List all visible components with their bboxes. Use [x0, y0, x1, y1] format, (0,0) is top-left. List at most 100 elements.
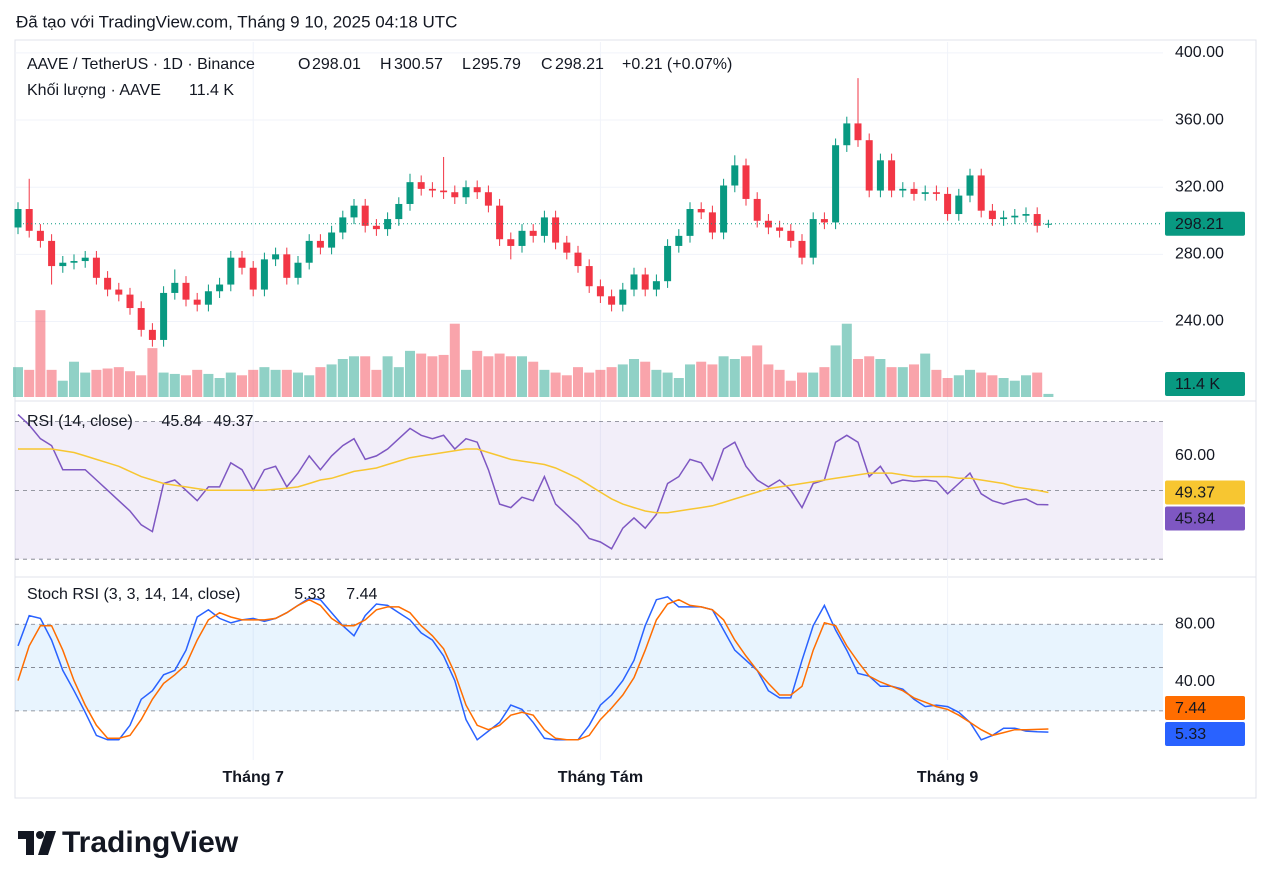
candle-body [809, 219, 817, 258]
candle-body [14, 209, 22, 228]
candle-body [764, 220, 772, 228]
volume-bar [853, 359, 863, 397]
volume-bar [125, 371, 135, 397]
candle-body [406, 182, 414, 204]
volume-bar [248, 369, 259, 397]
candle-body [832, 145, 840, 223]
y-tick-label: 400.00 [1175, 44, 1224, 61]
candle-body [59, 262, 67, 267]
volume-bar [326, 364, 337, 397]
volume-bar [931, 369, 942, 397]
candle-body [148, 329, 156, 340]
volume-bar [35, 310, 46, 397]
volume-bar [819, 367, 830, 397]
volume-bar [24, 369, 35, 397]
ohlc-value: 295.79 [472, 56, 521, 73]
candle-body [160, 292, 168, 340]
candle-body [675, 235, 683, 246]
volume-bar [785, 380, 796, 397]
candle-body [529, 230, 537, 236]
volume-bar [808, 372, 819, 397]
volume-bar [864, 356, 875, 397]
candle-body [361, 205, 369, 226]
volume-bar [427, 356, 438, 397]
candle-body [1033, 214, 1041, 226]
y-tick-label: 40.00 [1175, 673, 1215, 690]
y-tick-label: 60.00 [1175, 447, 1215, 464]
volume-bar [102, 368, 113, 397]
candle-body [1000, 217, 1008, 220]
last-value-label: 45.84 [1175, 511, 1215, 528]
volume-bar [629, 359, 639, 397]
volume-bar [158, 372, 169, 397]
volume-bar [360, 356, 371, 397]
legend-value: 49.37 [214, 413, 254, 430]
chart-title: AAVE / TetherUS · 1D · Binance [27, 56, 255, 73]
candle-body [708, 212, 716, 233]
candle-body [776, 227, 784, 231]
y-tick-label: 320.00 [1175, 178, 1224, 195]
volume-bar [797, 372, 807, 397]
logo-icon-dot [36, 831, 44, 839]
band-fill [15, 624, 1163, 711]
x-tick-label: Tháng Tám [558, 769, 643, 786]
candle-body [36, 230, 44, 241]
volume-bar [685, 364, 695, 397]
volume-bar [169, 373, 180, 397]
candle-body [720, 185, 728, 233]
volume-bar [965, 369, 975, 397]
volume-bar [203, 373, 214, 397]
ohlc-value: 298.01 [312, 56, 361, 73]
indicator-line [18, 448, 1049, 514]
volume-bar [259, 367, 270, 397]
volume-bar [472, 350, 483, 397]
candle-body [1044, 223, 1052, 225]
candle-body [227, 257, 235, 285]
candle-body [731, 165, 739, 186]
candle-body [574, 252, 582, 267]
candle-body [888, 160, 896, 191]
candle-body [294, 262, 302, 278]
logo-text: TradingView [62, 826, 239, 859]
volume-bar [449, 323, 460, 397]
volume-bar [550, 372, 561, 397]
volume-bar [830, 345, 841, 397]
volume-bar [136, 375, 147, 397]
candle-body [608, 296, 616, 305]
candle-body [48, 240, 56, 267]
y-tick-label: 240.00 [1175, 313, 1224, 330]
last-price-label: 298.21 [1175, 216, 1224, 233]
volume-bar [371, 369, 382, 397]
x-tick-label: Tháng 9 [917, 769, 978, 786]
candle-body [820, 219, 828, 223]
volume-bar [696, 361, 707, 397]
candle-body [865, 140, 873, 191]
candle-body [328, 232, 336, 248]
candle-body [451, 192, 459, 198]
candle-body [462, 187, 470, 198]
volume-bar [46, 369, 57, 397]
volume-bar [214, 378, 225, 397]
candle-body [585, 266, 593, 287]
candle-body [944, 193, 952, 215]
volume-bar [225, 372, 236, 397]
volume-bar [707, 364, 718, 397]
candle-body [395, 203, 403, 220]
volume-bar [393, 367, 404, 397]
volume-bar [1021, 375, 1031, 397]
volume-bar [281, 369, 292, 397]
candle-body [417, 182, 425, 189]
volume-bar [293, 372, 303, 397]
volume-bar [741, 356, 751, 397]
y-tick-label: 280.00 [1175, 246, 1224, 263]
volume-bar [505, 356, 516, 397]
volume-bar [886, 367, 897, 397]
last-value-label-box [1165, 696, 1245, 720]
candle-body [283, 254, 291, 278]
volume-bar [416, 353, 427, 397]
volume-bar [13, 367, 23, 397]
volume-bar [483, 356, 494, 397]
volume-bar [147, 348, 158, 397]
candle-body [652, 281, 660, 290]
